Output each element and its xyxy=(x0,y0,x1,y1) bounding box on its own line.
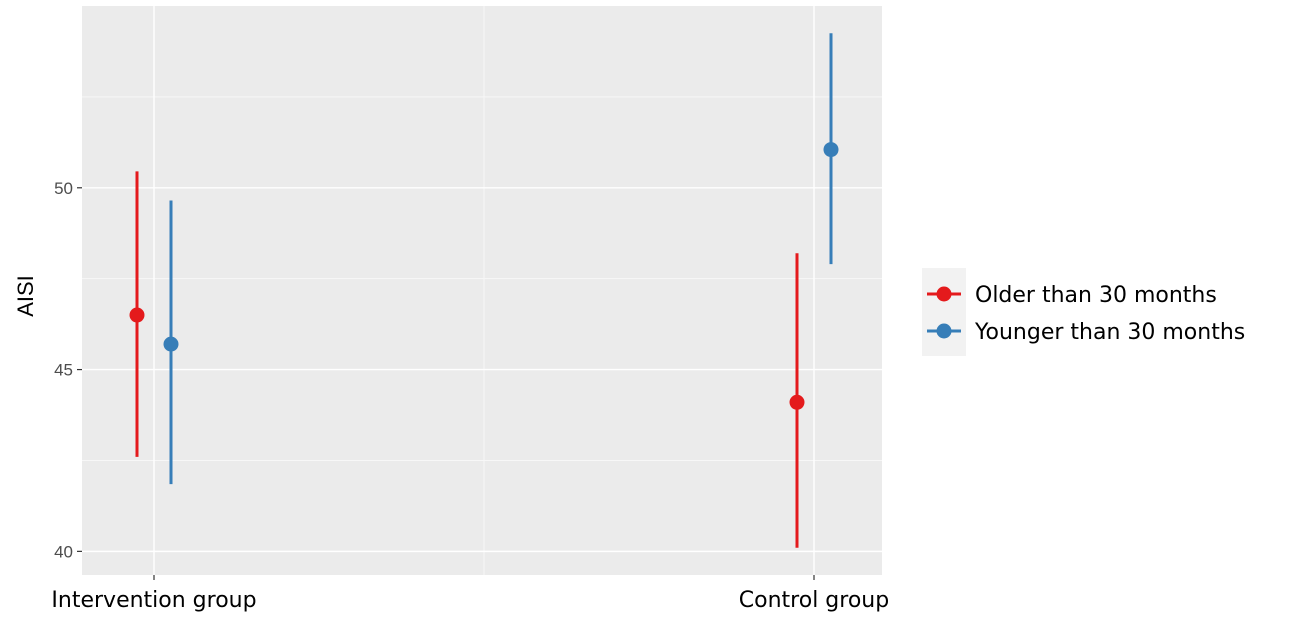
legend-key-point xyxy=(936,286,952,302)
y-axis-title: AISI xyxy=(13,275,38,317)
data-point xyxy=(129,307,145,323)
minor-gridlines xyxy=(82,6,882,575)
data-point xyxy=(823,142,839,158)
y-tick-label: 45 xyxy=(54,361,73,380)
major-gridlines xyxy=(82,6,882,575)
y-tick-label: 50 xyxy=(54,179,73,198)
data-point xyxy=(163,336,179,352)
data-point xyxy=(789,394,805,410)
legend-label: Younger than 30 months xyxy=(974,320,1245,345)
legend-key-point xyxy=(936,323,952,339)
x-tick-label: Control group xyxy=(739,588,889,613)
plot-panel xyxy=(82,6,882,575)
x-tick-label: Intervention group xyxy=(51,588,256,613)
y-axis: 40 45 50 xyxy=(54,179,82,561)
x-axis: Intervention group Control group xyxy=(51,575,889,613)
y-tick-label: 40 xyxy=(54,542,73,561)
legend: Older than 30 months Younger than 30 mont… xyxy=(922,268,1245,356)
data-marks xyxy=(129,33,839,548)
legend-background xyxy=(922,268,966,356)
legend-label: Older than 30 months xyxy=(975,283,1217,308)
